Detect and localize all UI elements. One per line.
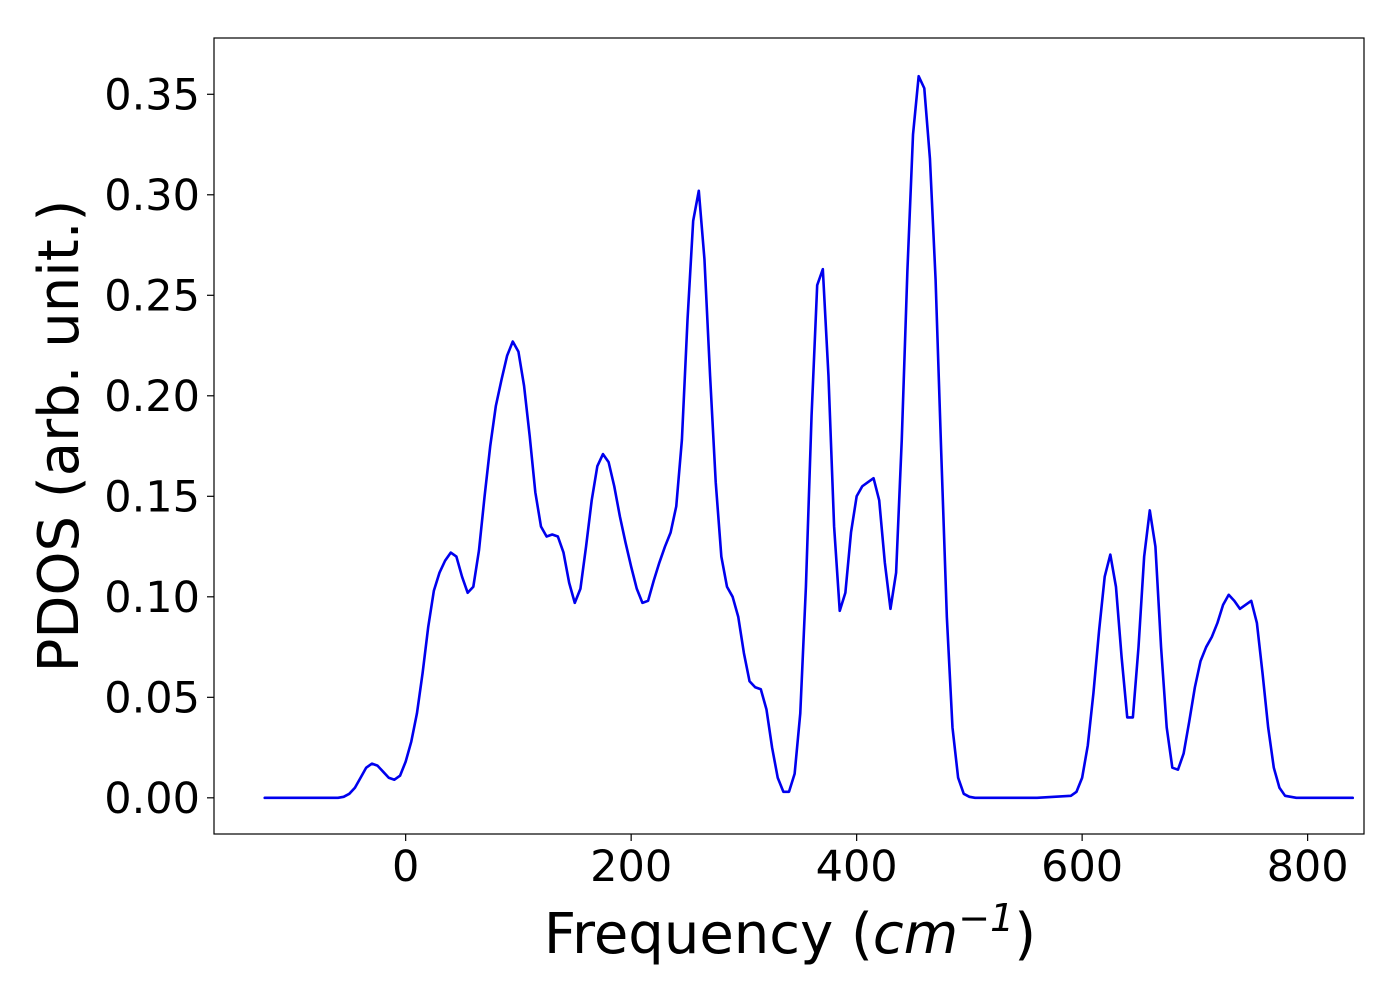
y-tick-label: 0.00: [104, 774, 200, 824]
x-axis-label-exponent: −1: [958, 896, 1014, 940]
y-tick-label: 0.25: [104, 271, 200, 321]
x-tick-label: 0: [392, 842, 419, 892]
x-tick-label: 600: [1041, 842, 1123, 892]
y-tick-label: 0.35: [104, 70, 200, 120]
y-tick-label: 0.05: [104, 673, 200, 723]
plot-frame: [213, 37, 1365, 835]
y-axis-ticks: 0.00 0.05 0.10 0.15 0.20 0.25 0.30 0.35: [104, 70, 214, 824]
x-tick-label: 400: [816, 842, 898, 892]
x-tick-label: 200: [590, 842, 672, 892]
y-tick-label: 0.15: [104, 472, 200, 522]
x-axis-label-suffix: ): [1014, 902, 1036, 967]
x-tick-label: 800: [1267, 842, 1349, 892]
y-tick-label: 0.20: [104, 372, 200, 422]
x-axis-ticks: 0 200 400 600 800: [392, 834, 1349, 892]
y-axis-label: PDOS (arb. unit.): [27, 200, 92, 673]
series-layer: [263, 74, 1355, 800]
x-axis-label: Frequency (cm−1): [544, 896, 1036, 967]
y-tick-label: 0.10: [104, 573, 200, 623]
y-tick-label: 0.30: [104, 171, 200, 221]
x-axis-label-prefix: Frequency (: [544, 902, 873, 967]
pdos-series-line: [263, 74, 1355, 800]
x-axis-label-unit: cm: [873, 902, 958, 967]
